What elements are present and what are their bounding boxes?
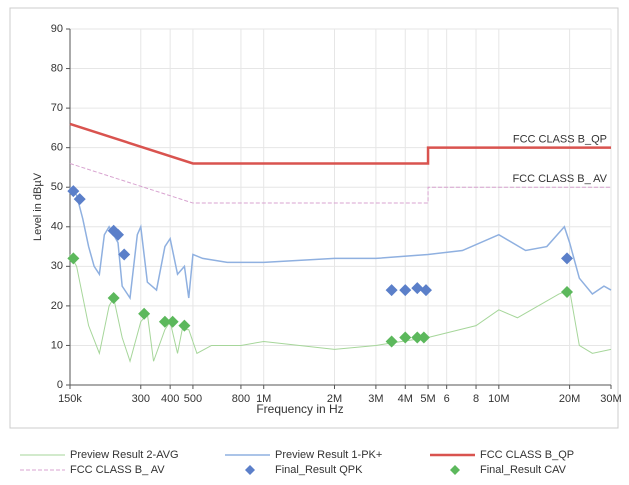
- legend-swatch: [245, 465, 255, 475]
- marker: [417, 331, 430, 344]
- y-tick-label: 0: [57, 379, 63, 391]
- x-tick-label: 20M: [559, 393, 580, 405]
- x-tick-label: 30M: [600, 393, 621, 405]
- marker: [385, 284, 398, 297]
- annotation: FCC CLASS B_QP: [513, 134, 607, 146]
- legend-label: Preview Result 2-AVG: [70, 449, 179, 461]
- marker: [561, 286, 574, 299]
- series-line: [69, 122, 611, 165]
- x-axis-label: Frequency in Hz: [256, 402, 343, 416]
- marker: [118, 248, 131, 261]
- legend-swatch: [450, 465, 460, 475]
- x-tick-label: 4M: [398, 393, 413, 405]
- y-tick-label: 90: [51, 23, 63, 35]
- marker: [178, 319, 191, 332]
- x-tick-label: 2M: [327, 393, 342, 405]
- y-tick-label: 70: [51, 102, 63, 114]
- marker: [399, 331, 412, 344]
- y-tick-label: 40: [51, 221, 63, 233]
- marker: [399, 284, 412, 297]
- y-tick-label: 20: [51, 300, 63, 312]
- marker: [67, 252, 80, 265]
- marker: [138, 307, 151, 320]
- x-tick-label: 6: [444, 393, 450, 405]
- marker: [419, 284, 432, 297]
- x-tick-label: 800: [232, 393, 250, 405]
- x-tick-label: 10M: [488, 393, 509, 405]
- legend-label: FCC CLASS B_ AV: [70, 464, 165, 476]
- marker: [411, 331, 424, 344]
- y-tick-label: 50: [51, 181, 63, 193]
- marker: [385, 335, 398, 348]
- series-line: [69, 186, 612, 301]
- marker: [166, 315, 179, 328]
- marker: [107, 291, 120, 304]
- legend-label: Final_Result CAV: [480, 464, 567, 476]
- x-tick-label: 400: [161, 393, 179, 405]
- x-tick-label: 150k: [58, 393, 82, 405]
- marker: [158, 315, 171, 328]
- x-tick-label: 500: [184, 393, 202, 405]
- series-line: [69, 163, 611, 204]
- marker: [67, 185, 80, 198]
- y-tick-label: 80: [51, 62, 63, 74]
- x-tick-label: 8: [473, 393, 479, 405]
- y-tick-label: 10: [51, 339, 63, 351]
- marker: [561, 252, 574, 265]
- x-tick-label: 300: [132, 393, 150, 405]
- y-tick-label: 30: [51, 260, 63, 272]
- legend-label: FCC CLASS B_QP: [480, 449, 574, 461]
- marker: [73, 193, 86, 206]
- chart-frame: [9, 7, 619, 429]
- x-tick-label: 3M: [368, 393, 383, 405]
- legend-label: Preview Result 1-PK+: [275, 449, 382, 461]
- y-tick-label: 60: [51, 142, 63, 154]
- annotation: FCC CLASS B_ AV: [512, 173, 607, 185]
- legend-label: Final_Result QPK: [275, 464, 363, 476]
- marker: [111, 228, 124, 241]
- y-axis-label: Level in dBµV: [32, 172, 44, 241]
- marker: [411, 282, 424, 295]
- x-tick-label: 5M: [420, 393, 435, 405]
- x-tick-label: 1M: [256, 393, 271, 405]
